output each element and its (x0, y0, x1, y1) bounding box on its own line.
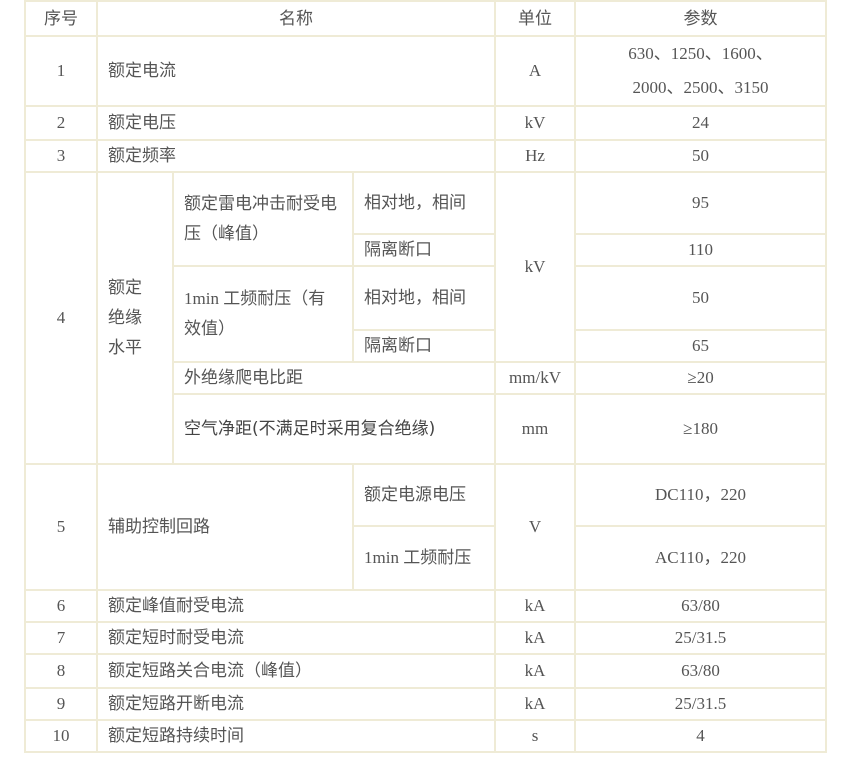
row-unit: kA (494, 589, 577, 623)
row-no: 10 (24, 719, 98, 753)
table-row: 4 额定绝缘水平 额定雷电冲击耐受电压（峰值） 相对地，相间 kV 95 (24, 171, 828, 465)
row-value: 95 (574, 171, 828, 235)
table-row: 隔离断口 110 (25, 233, 828, 267)
header-name: 名称 (95, 0, 497, 37)
row-name: 额定电流 (95, 35, 497, 107)
row-name: 辅助控制回路 (96, 463, 354, 591)
row-name: 额定短路关合电流（峰值） (95, 653, 497, 689)
table-row: 8 额定短路关合电流（峰值） kA 63/80 (24, 653, 828, 689)
row-unit: kV (494, 105, 577, 141)
sub-sub-name: 额定电源电压 (351, 463, 497, 527)
row-value: 50 (574, 265, 828, 331)
row-value: 63/80 (574, 653, 828, 689)
row-no: 2 (24, 105, 98, 141)
row-value: 24 (574, 105, 828, 141)
row-name: 额定短路开断电流 (95, 687, 497, 721)
table-row: 5 辅助控制回路 额定电源电压 V DC110，220 (24, 463, 828, 591)
row-no: 9 (24, 687, 98, 721)
sub-name: 1min 工频耐压（有效值） (172, 265, 354, 363)
row-value: 63/80 (574, 589, 828, 623)
row-value: ≥20 (574, 361, 828, 395)
header-unit: 单位 (494, 0, 577, 37)
table-row: 9 额定短路开断电流 kA 25/31.5 (24, 687, 828, 721)
sub-sub-name: 隔离断口 (351, 233, 497, 267)
row-unit: kA (494, 621, 577, 655)
row-unit: mm (494, 393, 577, 465)
sub-sub-name: 隔离断口 (351, 329, 497, 363)
table-row: 空气净距(不满足时采用复合绝缘) mm ≥180 (25, 393, 828, 465)
table-row: 隔离断口 65 (25, 329, 828, 363)
row-no: 8 (24, 653, 98, 689)
header-no: 序号 (24, 0, 98, 37)
table-row: 1min 工频耐压 AC110，220 (25, 525, 828, 591)
sub-sub-name: 相对地，相间 (351, 171, 497, 235)
row-name: 额定峰值耐受电流 (95, 589, 497, 623)
row-value: ≥180 (574, 393, 828, 465)
row-value: DC110，220 (574, 463, 828, 527)
row-name: 额定电压 (95, 105, 497, 141)
row-value: 65 (574, 329, 828, 363)
row-value: 50 (574, 139, 828, 173)
row-unit: mm/kV (494, 361, 577, 395)
table-row: 1min 工频耐压（有效值） 相对地，相间 50 (25, 265, 828, 363)
table-row: 3 额定频率 Hz 50 (24, 139, 828, 173)
sub-sub-name: 1min 工频耐压 (351, 525, 497, 591)
row-unit: kA (494, 653, 577, 689)
row-name-text: 额定绝缘水平 (108, 278, 142, 357)
row-unit: s (494, 719, 577, 753)
table-row: 10 额定短路持续时间 s 4 (24, 719, 828, 753)
value-line: 2000、2500、3150 (632, 78, 769, 97)
row-value: 25/31.5 (574, 687, 828, 721)
row-unit: kV (494, 171, 577, 363)
row-unit: kA (494, 687, 577, 721)
row-unit: V (494, 463, 577, 591)
row-no: 5 (24, 463, 98, 591)
row-name: 额定短时耐受电流 (95, 621, 497, 655)
table-row: 1 额定电流 A 630、1250、1600、 2000、2500、3150 (24, 35, 828, 107)
row-unit: Hz (494, 139, 577, 173)
row-value: AC110，220 (574, 525, 828, 591)
table-row: 外绝缘爬电比距 mm/kV ≥20 (25, 361, 828, 395)
value-line: 630、1250、1600、 (628, 44, 773, 63)
row-name: 额定频率 (95, 139, 497, 173)
sub-name: 空气净距(不满足时采用复合绝缘) (171, 393, 497, 465)
row-no: 1 (24, 35, 98, 107)
row-no: 3 (24, 139, 98, 173)
header-row: 序号 名称 单位 参数 (24, 0, 828, 37)
table-row: 6 额定峰值耐受电流 kA 63/80 (24, 589, 828, 623)
sub-name: 额定雷电冲击耐受电压（峰值） (172, 171, 354, 267)
row-name: 额定短路持续时间 (95, 719, 497, 753)
row-value: 110 (574, 233, 828, 267)
sub-name: 外绝缘爬电比距 (171, 361, 497, 395)
row-value: 25/31.5 (574, 621, 828, 655)
row-unit: A (494, 35, 577, 107)
sub-sub-name: 相对地，相间 (351, 265, 497, 331)
row-no: 6 (24, 589, 98, 623)
table-row: 7 额定短时耐受电流 kA 25/31.5 (24, 621, 828, 655)
table-row: 2 额定电压 kV 24 (24, 105, 828, 141)
parameter-table: 序号 名称 单位 参数 1 额定电流 A 630、1250、1600、 2000、… (24, 0, 828, 753)
row-name: 额定绝缘水平 (96, 171, 174, 465)
row-no: 7 (24, 621, 98, 655)
row-no: 4 (24, 171, 98, 465)
row-value: 4 (574, 719, 828, 753)
header-value: 参数 (574, 0, 828, 37)
row-value: 630、1250、1600、 2000、2500、3150 (574, 35, 828, 107)
